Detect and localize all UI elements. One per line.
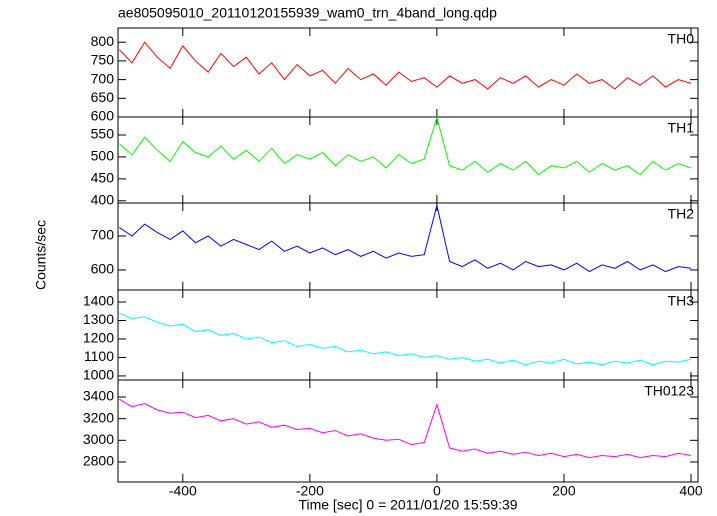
panel-frame xyxy=(117,202,699,291)
series-label: TH2 xyxy=(668,206,695,222)
panel-frame xyxy=(117,379,699,483)
x-tick-label: -200 xyxy=(296,483,324,499)
y-tick-label: 1000 xyxy=(83,367,114,383)
y-tick-label: 1200 xyxy=(83,330,114,346)
y-tick-label: 800 xyxy=(91,33,115,49)
y-tick-label: 1100 xyxy=(84,348,114,364)
panel-frame xyxy=(117,116,699,204)
y-tick-label: 650 xyxy=(91,89,115,105)
y-tick-label: 2800 xyxy=(83,453,114,469)
y-tick-label: 550 xyxy=(91,126,115,142)
x-tick-label: 200 xyxy=(552,483,576,499)
series-line xyxy=(118,41,692,90)
y-tick-label: 600 xyxy=(91,108,115,124)
y-tick-label: 3200 xyxy=(83,409,114,425)
y-tick-label: 3400 xyxy=(83,388,114,404)
series-line xyxy=(118,115,692,176)
x-tick-label: 400 xyxy=(679,483,703,499)
y-tick-label: 500 xyxy=(91,148,115,164)
series-label: TH1 xyxy=(668,120,695,136)
panel-frame xyxy=(117,27,699,118)
series-line xyxy=(119,205,692,273)
y-tick-label: 450 xyxy=(91,170,115,186)
y-tick-label: 3000 xyxy=(83,431,114,447)
y-tick-label: 750 xyxy=(91,52,115,68)
y-tick-label: 700 xyxy=(91,70,115,86)
y-tick-label: 600 xyxy=(91,261,115,277)
x-axis-label: Time [sec] 0 = 2011/01/20 15:59:39 xyxy=(298,497,517,513)
series-line xyxy=(119,398,692,459)
y-tick-label: 400 xyxy=(91,192,115,208)
y-axis-label: Counts/sec xyxy=(33,220,49,290)
series-label: TH0123 xyxy=(644,383,694,399)
chart-title: ae805095010_20110120155939_wam0_trn_4ban… xyxy=(118,5,497,21)
series-line xyxy=(119,312,692,366)
y-tick-label: 700 xyxy=(91,227,115,243)
series-label: TH0 xyxy=(668,31,695,47)
x-tick-label: 0 xyxy=(433,483,441,499)
y-tick-label: 1400 xyxy=(83,293,114,309)
panel-frame xyxy=(117,289,699,381)
x-tick-label: -400 xyxy=(169,483,197,499)
series-label: TH3 xyxy=(668,293,695,309)
y-tick-label: 1300 xyxy=(83,311,114,327)
